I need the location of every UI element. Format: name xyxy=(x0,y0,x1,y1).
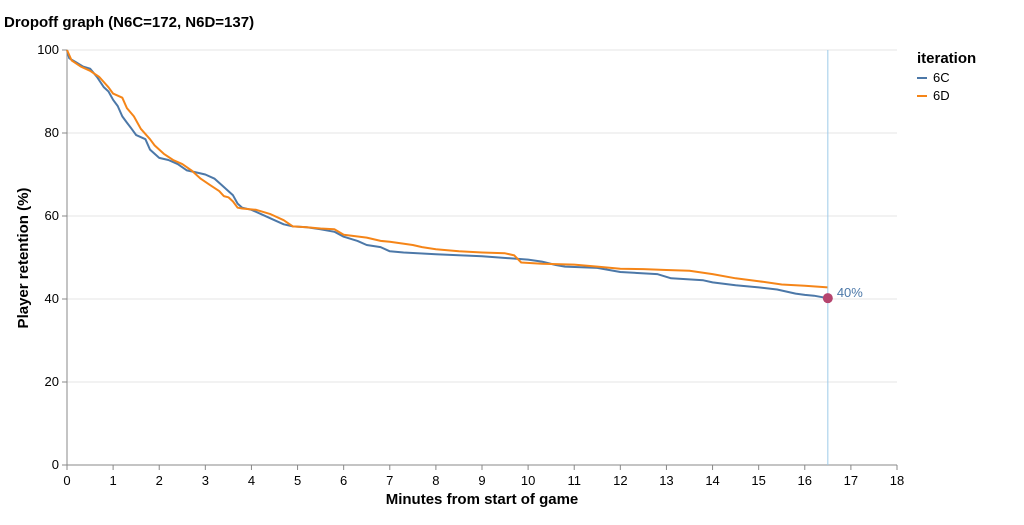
x-tick-label-12: 12 xyxy=(613,473,627,488)
x-tick-label-3: 3 xyxy=(202,473,209,488)
x-tick-label-18: 18 xyxy=(890,473,904,488)
x-tick-label-17: 17 xyxy=(844,473,858,488)
x-tick-label-8: 8 xyxy=(432,473,439,488)
x-tick-label-7: 7 xyxy=(386,473,393,488)
highlight-point xyxy=(822,293,833,304)
x-tick-label-13: 13 xyxy=(659,473,673,488)
y-tick-label-60: 60 xyxy=(45,208,59,223)
x-tick-label-6: 6 xyxy=(340,473,347,488)
y-tick-label-100: 100 xyxy=(37,42,59,57)
x-tick-label-1: 1 xyxy=(109,473,116,488)
legend-item-6d[interactable]: 6D xyxy=(917,88,950,103)
chart-title: Dropoff graph (N6C=172, N6D=137) xyxy=(4,14,255,31)
x-tick-label-10: 10 xyxy=(521,473,535,488)
y-tick-label-20: 20 xyxy=(45,374,59,389)
x-tick-label-16: 16 xyxy=(798,473,812,488)
y-tick-label-80: 80 xyxy=(45,125,59,140)
y-tick-label-0: 0 xyxy=(52,457,59,472)
x-tick-label-0: 0 xyxy=(63,473,70,488)
legend-title: iteration xyxy=(917,50,977,67)
legend-label-6d: 6D xyxy=(933,88,950,103)
series-line-6d xyxy=(66,49,828,289)
legend-item-6c[interactable]: 6C xyxy=(917,70,950,85)
x-tick-label-9: 9 xyxy=(478,473,485,488)
y-tick-label-40: 40 xyxy=(45,291,59,306)
series-layer xyxy=(66,49,828,300)
x-tick-label-11: 11 xyxy=(567,473,581,488)
x-tick-label-15: 15 xyxy=(751,473,765,488)
legend-label-6c: 6C xyxy=(933,70,950,85)
x-tick-label-4: 4 xyxy=(248,473,255,488)
overlay: 40% xyxy=(822,50,863,465)
legend-swatch-6c xyxy=(917,76,927,79)
y-axis-title: Player retention (%) xyxy=(15,188,32,329)
x-tick-label-5: 5 xyxy=(294,473,301,488)
series-line-6c xyxy=(66,49,828,300)
x-tick-label-14: 14 xyxy=(705,473,719,488)
gridlines xyxy=(67,49,897,383)
x-tick-label-2: 2 xyxy=(156,473,163,488)
highlight-point-label: 40% xyxy=(837,285,863,300)
x-axis-title: Minutes from start of game xyxy=(386,491,579,508)
legend-swatch-6d xyxy=(917,94,927,97)
